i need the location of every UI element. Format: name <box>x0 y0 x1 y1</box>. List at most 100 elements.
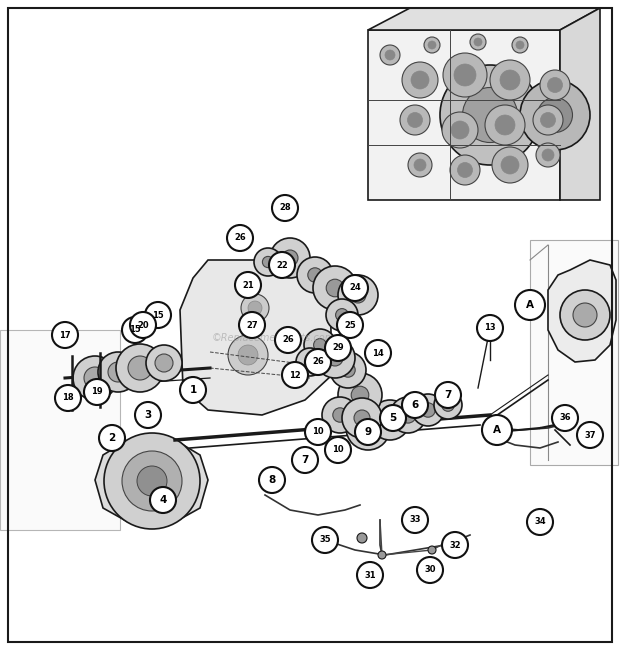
Text: 33: 33 <box>409 515 421 525</box>
Circle shape <box>470 34 486 50</box>
Circle shape <box>357 562 383 588</box>
Circle shape <box>342 275 368 301</box>
Circle shape <box>411 71 429 89</box>
Circle shape <box>254 248 282 276</box>
Circle shape <box>137 466 167 496</box>
Circle shape <box>501 156 519 174</box>
Circle shape <box>272 195 298 221</box>
Circle shape <box>116 344 164 392</box>
Text: 34: 34 <box>534 517 546 526</box>
Circle shape <box>55 385 81 411</box>
Text: 10: 10 <box>312 428 324 437</box>
Polygon shape <box>530 240 618 465</box>
Circle shape <box>333 408 347 422</box>
Circle shape <box>500 70 520 90</box>
Circle shape <box>451 121 469 139</box>
Text: 35: 35 <box>319 536 331 545</box>
Circle shape <box>305 419 331 445</box>
Text: 5: 5 <box>389 413 397 423</box>
Circle shape <box>297 257 333 293</box>
Circle shape <box>327 350 343 366</box>
Circle shape <box>308 268 322 282</box>
Circle shape <box>282 250 298 266</box>
Circle shape <box>180 377 206 403</box>
Circle shape <box>315 338 355 378</box>
Text: 21: 21 <box>242 281 254 289</box>
Circle shape <box>275 327 301 353</box>
Circle shape <box>536 143 560 167</box>
Circle shape <box>400 105 430 135</box>
Circle shape <box>145 302 171 328</box>
Circle shape <box>313 266 357 310</box>
Text: 36: 36 <box>559 413 571 423</box>
Circle shape <box>385 50 395 60</box>
Circle shape <box>346 406 390 450</box>
Circle shape <box>227 225 253 251</box>
Circle shape <box>442 112 478 148</box>
Circle shape <box>400 407 416 423</box>
Text: 6: 6 <box>412 400 418 410</box>
Circle shape <box>577 422 603 448</box>
Circle shape <box>304 356 316 368</box>
Circle shape <box>150 487 176 513</box>
Circle shape <box>485 105 525 145</box>
Text: 20: 20 <box>137 320 149 330</box>
Circle shape <box>358 418 378 438</box>
Circle shape <box>541 112 556 127</box>
Circle shape <box>282 362 308 388</box>
Text: A: A <box>526 300 534 310</box>
Text: 32: 32 <box>449 541 461 549</box>
Circle shape <box>542 149 554 161</box>
Circle shape <box>326 299 358 331</box>
Circle shape <box>130 312 156 338</box>
Circle shape <box>312 527 338 553</box>
Circle shape <box>228 335 268 375</box>
Circle shape <box>512 37 528 53</box>
Text: 2: 2 <box>108 433 115 443</box>
Circle shape <box>454 64 476 86</box>
Circle shape <box>122 451 182 511</box>
Circle shape <box>381 411 399 429</box>
Circle shape <box>402 62 438 98</box>
Circle shape <box>259 467 285 493</box>
Circle shape <box>73 356 117 400</box>
Text: 18: 18 <box>62 393 74 402</box>
Circle shape <box>155 354 173 372</box>
Circle shape <box>458 162 472 177</box>
Text: 26: 26 <box>282 335 294 345</box>
Circle shape <box>354 410 370 426</box>
Circle shape <box>407 112 422 127</box>
Circle shape <box>516 41 524 49</box>
Circle shape <box>269 252 295 278</box>
Circle shape <box>380 405 406 431</box>
Text: 9: 9 <box>365 427 371 437</box>
Circle shape <box>417 557 443 583</box>
Circle shape <box>314 339 326 352</box>
Circle shape <box>239 312 265 338</box>
Circle shape <box>305 349 331 375</box>
Text: 28: 28 <box>279 203 291 213</box>
Circle shape <box>560 290 610 340</box>
Polygon shape <box>0 330 120 530</box>
Circle shape <box>365 340 391 366</box>
Circle shape <box>341 363 355 377</box>
Circle shape <box>474 38 482 46</box>
Text: 19: 19 <box>91 387 103 396</box>
Text: A: A <box>493 425 501 435</box>
Circle shape <box>84 379 110 405</box>
Text: 7: 7 <box>301 455 309 465</box>
Circle shape <box>357 533 367 543</box>
Text: 7: 7 <box>445 390 452 400</box>
Circle shape <box>408 153 432 177</box>
Circle shape <box>99 425 125 451</box>
Circle shape <box>435 382 461 408</box>
Text: 1: 1 <box>189 385 197 395</box>
Circle shape <box>434 391 462 419</box>
Circle shape <box>330 352 366 388</box>
Circle shape <box>380 45 400 65</box>
Text: 29: 29 <box>332 343 344 352</box>
Text: 25: 25 <box>344 320 356 330</box>
Circle shape <box>552 405 578 431</box>
Circle shape <box>262 256 273 268</box>
Text: 15: 15 <box>152 311 164 320</box>
